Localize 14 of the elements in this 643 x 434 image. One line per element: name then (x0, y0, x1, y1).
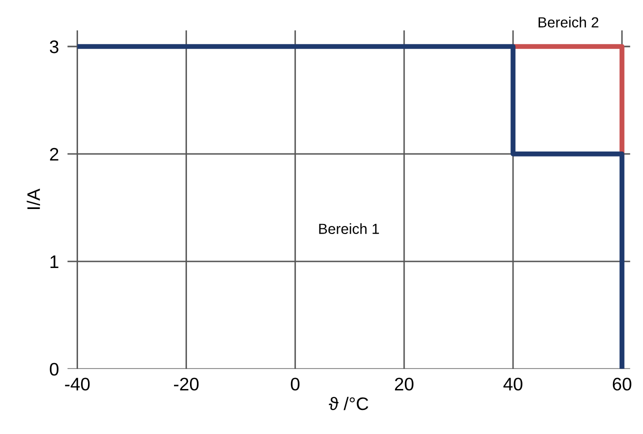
text: Bereich 2 (538, 16, 598, 28)
x-axis-title: ϑ /°C (328, 396, 368, 410)
x-tick-label: 20 (394, 378, 414, 390)
y-tick-label: 3 (50, 40, 58, 54)
y-tick-label: 0 (50, 362, 58, 376)
y-axis-title: I/A (26, 188, 40, 210)
annotation: Bereich 1 (319, 223, 379, 234)
y-tick-label: 1 (50, 256, 58, 268)
y-tick-label: 2 (50, 148, 58, 161)
x-tick-label: 40 (503, 378, 522, 390)
x-tick-label: -20 (174, 378, 199, 390)
x-tick-label: 0 (290, 378, 300, 390)
x-tick-label: 60 (612, 378, 632, 390)
x-tick-label: -40 (65, 378, 90, 390)
